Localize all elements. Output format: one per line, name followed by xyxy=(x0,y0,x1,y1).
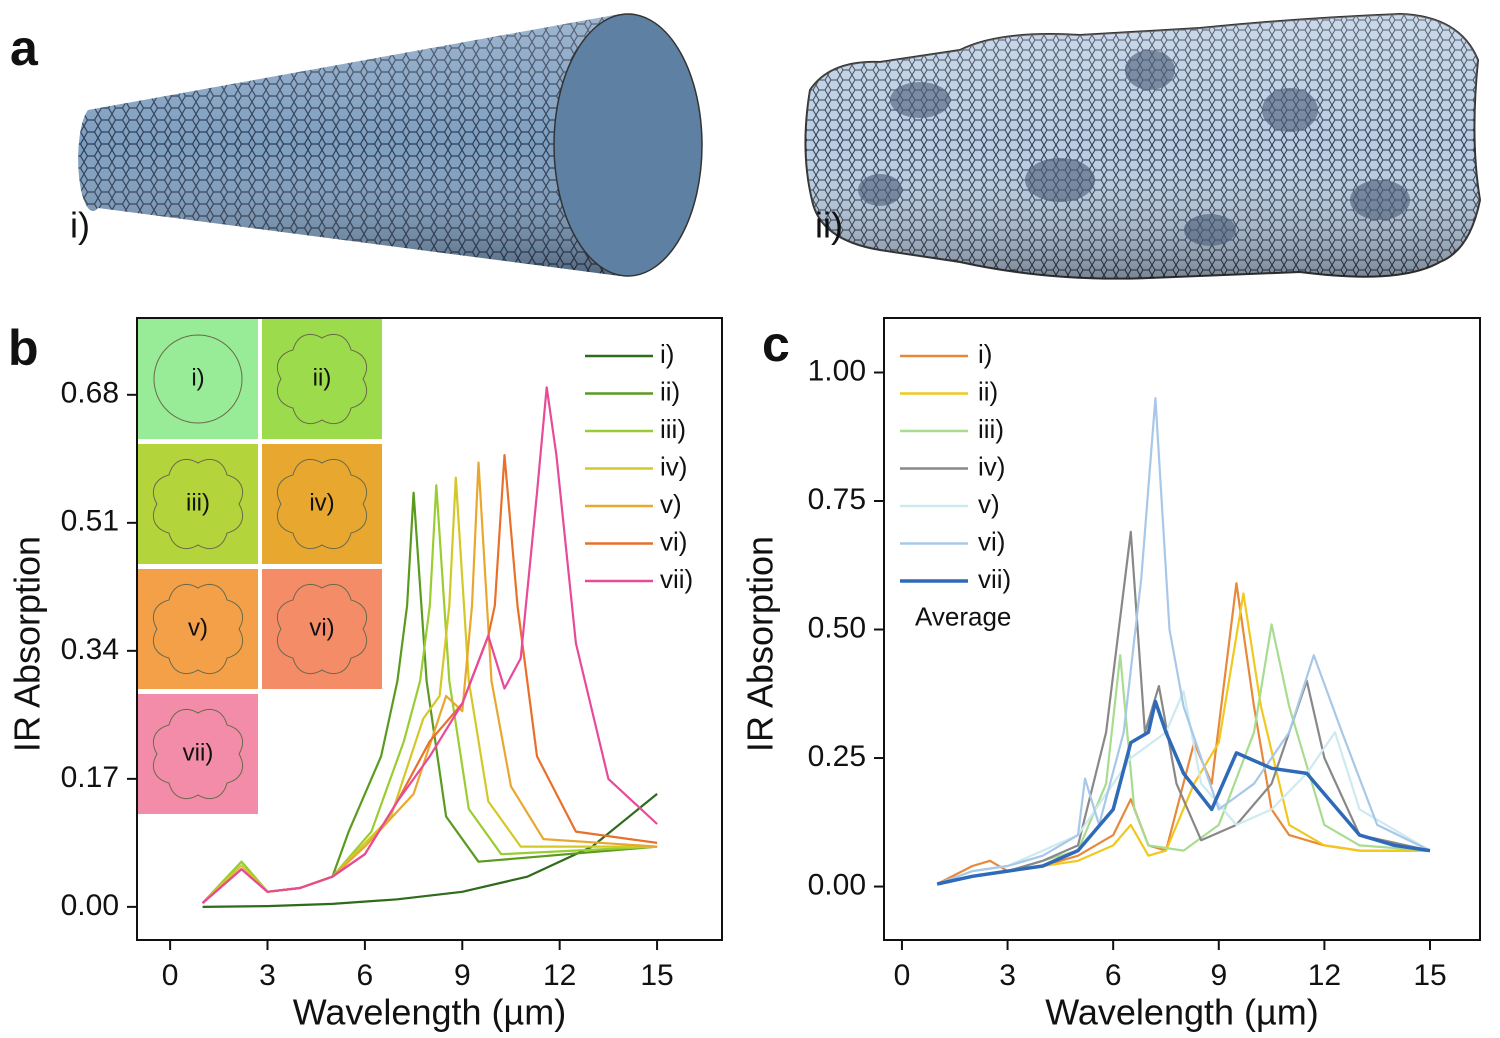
y-tick-label: 1.00 xyxy=(808,354,866,387)
x-tick-label: 9 xyxy=(454,959,471,992)
x-tick-label: 12 xyxy=(1308,959,1341,992)
panel-label: a xyxy=(10,20,39,76)
inset-label: iii) xyxy=(186,489,210,516)
legend-label: vi) xyxy=(660,526,687,556)
legend-label: iii) xyxy=(660,414,686,444)
legend-label: vii) xyxy=(660,564,693,594)
series-line xyxy=(202,793,658,908)
series-line xyxy=(936,699,1431,886)
chart-panel: 0 3 6 9 12 15 0.00 0.25 0.50 0.75 1.00 Wavelength (… xyxy=(740,316,1481,1033)
y-tick-label: 0.17 xyxy=(61,761,119,794)
x-tick-label: 0 xyxy=(162,959,179,992)
series-line xyxy=(936,690,1431,886)
legend-label: i) xyxy=(978,339,992,369)
inset-label: vi) xyxy=(309,614,334,641)
y-tick-label: 0.00 xyxy=(61,889,119,922)
y-tick-label: 0.50 xyxy=(808,611,866,644)
nanotube-end xyxy=(553,13,703,277)
inset-box xyxy=(138,569,258,689)
inset-box xyxy=(138,694,258,814)
inset-shape xyxy=(276,333,368,425)
inset-box xyxy=(262,444,382,564)
legend-label: v) xyxy=(660,489,682,519)
legend-label: iv) xyxy=(660,451,687,481)
inset-label: i) xyxy=(191,364,204,391)
x-tick-label: 6 xyxy=(1105,959,1122,992)
x-tick-label: 15 xyxy=(640,959,673,992)
y-tick-label: 0.25 xyxy=(808,740,866,773)
nanotube-shade xyxy=(78,14,621,276)
inset-box xyxy=(262,569,382,689)
y-axis-title: IR Absorption xyxy=(7,536,48,752)
legend-label: ii) xyxy=(660,376,680,406)
x-tick-label: 15 xyxy=(1413,959,1446,992)
legend-label: v) xyxy=(978,489,1000,519)
inset-box xyxy=(262,319,382,439)
panel-label: b xyxy=(8,320,39,376)
inset-label: v) xyxy=(188,614,208,641)
legend-label: iii) xyxy=(978,414,1004,444)
inset-shape xyxy=(152,583,244,675)
inset-shape xyxy=(153,334,243,424)
x-axis-title: Wavelength (µm) xyxy=(293,992,566,1033)
legend-label: i) xyxy=(660,339,674,369)
y-tick-label: 0.00 xyxy=(808,868,866,901)
x-tick-label: 12 xyxy=(543,959,576,992)
inset-shape xyxy=(152,458,244,550)
structure-label: ii) xyxy=(815,205,843,246)
series-line xyxy=(936,592,1430,886)
series-line xyxy=(936,397,1431,886)
x-tick-label: 3 xyxy=(259,959,276,992)
inset-label: vii) xyxy=(183,739,214,766)
x-tick-label: 0 xyxy=(894,959,911,992)
inset-label: ii) xyxy=(313,364,332,391)
panel-label: c xyxy=(762,316,790,372)
series-line xyxy=(936,623,1431,886)
y-tick-label: 0.75 xyxy=(808,483,866,516)
y-tick-label: 0.51 xyxy=(61,505,119,538)
chart-panel: i) ii) iii) iv) v) vi) vii) 0 3 6 9 12 15 0.00 0.17 0.3… xyxy=(7,317,723,1033)
surface-pits xyxy=(858,50,1410,246)
legend-label: ii) xyxy=(978,376,998,406)
inset-label: iv) xyxy=(309,489,334,516)
legend-label: vi) xyxy=(978,526,1005,556)
x-tick-label: 6 xyxy=(357,959,374,992)
legend-label: iv) xyxy=(978,451,1005,481)
inset-box xyxy=(138,319,258,439)
y-tick-label: 0.68 xyxy=(61,377,119,410)
y-tick-label: 0.34 xyxy=(61,633,119,666)
y-axis-title: IR Absorption xyxy=(740,536,781,752)
legend-note: Average xyxy=(915,601,1011,631)
inset-shape xyxy=(276,583,368,675)
nanotube-rough-shade xyxy=(805,14,1480,279)
structure-label: i) xyxy=(70,205,90,246)
inset-box xyxy=(138,444,258,564)
series-line xyxy=(936,530,1431,886)
x-tick-label: 9 xyxy=(1210,959,1227,992)
panel-a: a i) ii) xyxy=(10,12,1482,280)
legend-label: vii) xyxy=(978,564,1011,594)
x-axis-title: Wavelength (µm) xyxy=(1045,992,1318,1033)
series-line xyxy=(201,386,658,904)
plot-frame xyxy=(136,317,723,941)
x-tick-label: 3 xyxy=(999,959,1016,992)
inset-shape xyxy=(276,458,368,550)
inset-shape xyxy=(152,708,244,800)
